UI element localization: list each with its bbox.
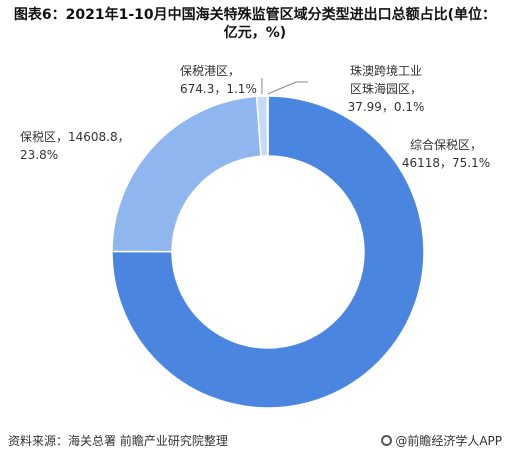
slice-zhuao: [266, 95, 269, 157]
slice-label-zhuao-line1: 珠澳跨境工业: [349, 64, 422, 78]
slice-label-zonghe-line2: 46118，75.1%: [401, 156, 491, 170]
source-note: 资料来源：海关总署 前瞻产业研究院整理: [8, 434, 228, 448]
slice-label-baoshui-line2: 23.8%: [20, 148, 59, 162]
brand-text: @前瞻经济学人APP: [395, 434, 502, 448]
slice-label-zonghe: 综合保税区， 46118，75.1%: [392, 136, 500, 172]
slice-label-baoshuigang-line2: 674.3，1.1%: [180, 82, 257, 96]
slice-label-baoshui: 保税区，14608.8， 23.8%: [20, 128, 130, 164]
slice-label-baoshuigang-line1: 保税港区，: [180, 64, 241, 78]
slice-label-zhuao-line3: 37.99，0.1%: [347, 100, 425, 114]
slice-label-zhuao-line2: 区珠海园区，: [349, 82, 422, 96]
footer: 资料来源：海关总署 前瞻产业研究院整理 @前瞻经济学人APP: [8, 432, 502, 450]
slice-baoshui: [111, 95, 262, 253]
slice-label-baoshui-line1: 保税区，14608.8，: [20, 130, 130, 144]
brand-logo-icon: [381, 435, 393, 446]
slice-label-baoshuigang: 保税港区， 674.3，1.1%: [180, 62, 257, 98]
slice-label-zhuao: 珠澳跨境工业 区珠海园区， 37.99，0.1%: [311, 62, 461, 116]
brand-credit: @前瞻经济学人APP: [381, 432, 502, 449]
slice-zonghe: [111, 95, 425, 409]
chart-title: 图表6：2021年1-10月中国海关特殊监管区域分类型进出口总额占比(单位：亿元…: [13, 7, 497, 41]
leader-line-zhuao: [267, 81, 308, 95]
slice-label-zonghe-line1: 综合保税区，: [409, 138, 482, 152]
